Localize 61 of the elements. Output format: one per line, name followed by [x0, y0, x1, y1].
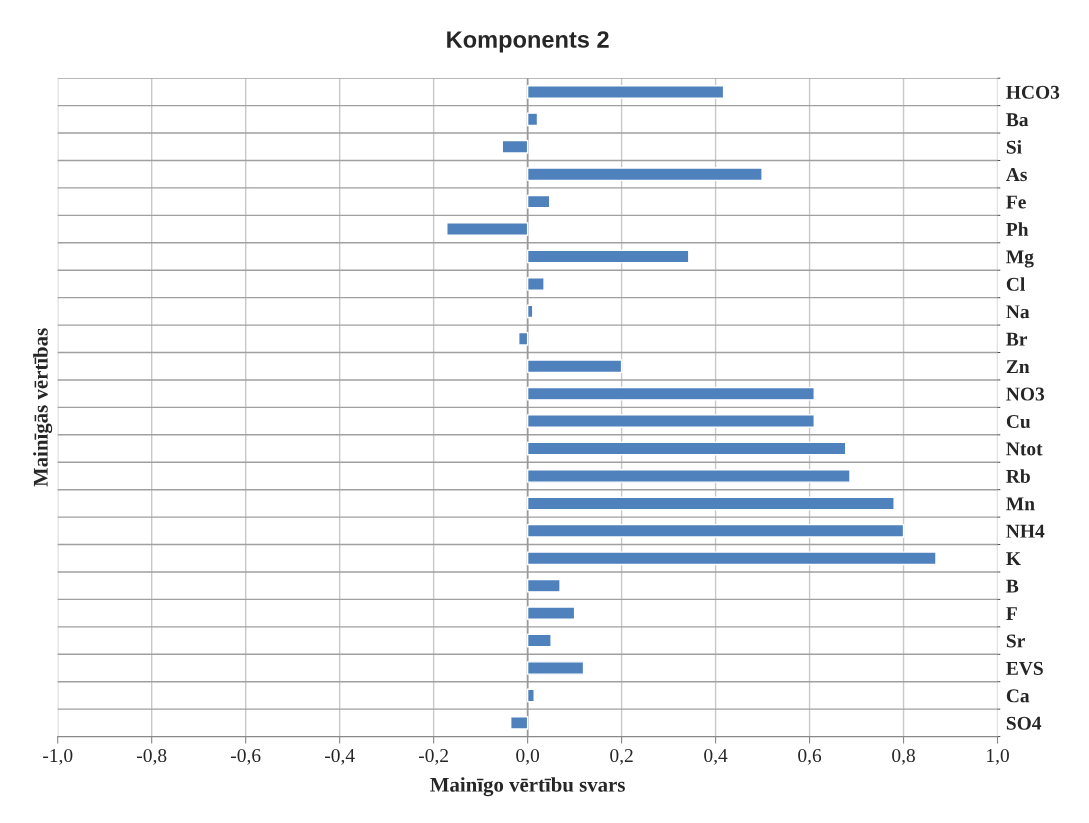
bar	[526, 606, 576, 621]
bar	[526, 386, 815, 401]
bar	[526, 578, 561, 593]
y-tick-label: Si	[1006, 140, 1022, 154]
x-axis-title: Mainīgo vērtību svars	[430, 777, 625, 797]
bar	[526, 523, 905, 538]
y-tick-label: Fe	[1006, 195, 1026, 209]
y-tick-label: B	[1006, 579, 1019, 593]
y-tick-label: Ba	[1006, 113, 1029, 127]
bar	[526, 441, 847, 456]
y-tick-label: HCO3	[1006, 85, 1060, 99]
bar	[526, 496, 895, 511]
bar	[526, 551, 937, 566]
y-tick-label: Cl	[1006, 277, 1025, 291]
x-tick-label: -0,4	[324, 748, 355, 765]
y-tick-label: Zn	[1006, 360, 1030, 373]
chart-title: Komponents 2	[447, 31, 609, 53]
bar	[526, 194, 551, 209]
bar	[501, 139, 529, 154]
x-tick-label: -1,0	[43, 748, 73, 765]
y-tick-label: K	[1006, 552, 1021, 566]
bar	[446, 222, 529, 236]
bar	[526, 688, 535, 703]
y-tick-label: Ntot	[1006, 442, 1043, 456]
bar	[526, 167, 763, 182]
bar	[526, 633, 552, 648]
bar	[526, 112, 539, 127]
y-tick-label: EVS	[1006, 661, 1043, 676]
x-tick-label: 0,2	[610, 748, 633, 765]
y-tick-label: F	[1006, 607, 1017, 620]
y-tick-label: Na	[1006, 305, 1030, 319]
x-tick-label: 1,0	[987, 748, 1009, 765]
y-tick-label: Mn	[1006, 497, 1035, 511]
bar	[526, 661, 585, 675]
x-tick-label: -0,6	[231, 748, 261, 765]
y-tick-label: Ph	[1006, 222, 1029, 236]
bar	[526, 359, 623, 374]
y-tick-label: As	[1006, 168, 1027, 182]
bar	[517, 331, 529, 346]
x-tick-label: 0,8	[892, 748, 915, 765]
y-tick-label: NH4	[1006, 524, 1045, 538]
x-tick-label: 0,4	[704, 748, 728, 765]
x-tick-label: 0,0	[516, 748, 540, 765]
x-tick-label: -0,8	[137, 748, 167, 765]
bar	[526, 414, 815, 428]
x-tick-label: 0,6	[798, 748, 822, 765]
bar	[526, 277, 545, 291]
bar	[526, 85, 725, 99]
y-tick-label: Rb	[1006, 469, 1030, 483]
y-tick-label: Sr	[1006, 634, 1025, 648]
y-tick-label: Mg	[1006, 250, 1034, 268]
y-tick-label: Cu	[1006, 414, 1031, 429]
y-tick-label: NO3	[1006, 387, 1045, 401]
y-tick-label: SO4	[1006, 716, 1042, 730]
bar	[510, 716, 529, 730]
x-tick-label: -0,2	[418, 748, 448, 765]
y-tick-label: Br	[1006, 332, 1028, 346]
bar	[526, 469, 851, 483]
y-axis-title: Mainīgās vērtības	[33, 328, 53, 487]
y-tick-label: Ca	[1006, 689, 1030, 703]
bar	[526, 249, 690, 264]
